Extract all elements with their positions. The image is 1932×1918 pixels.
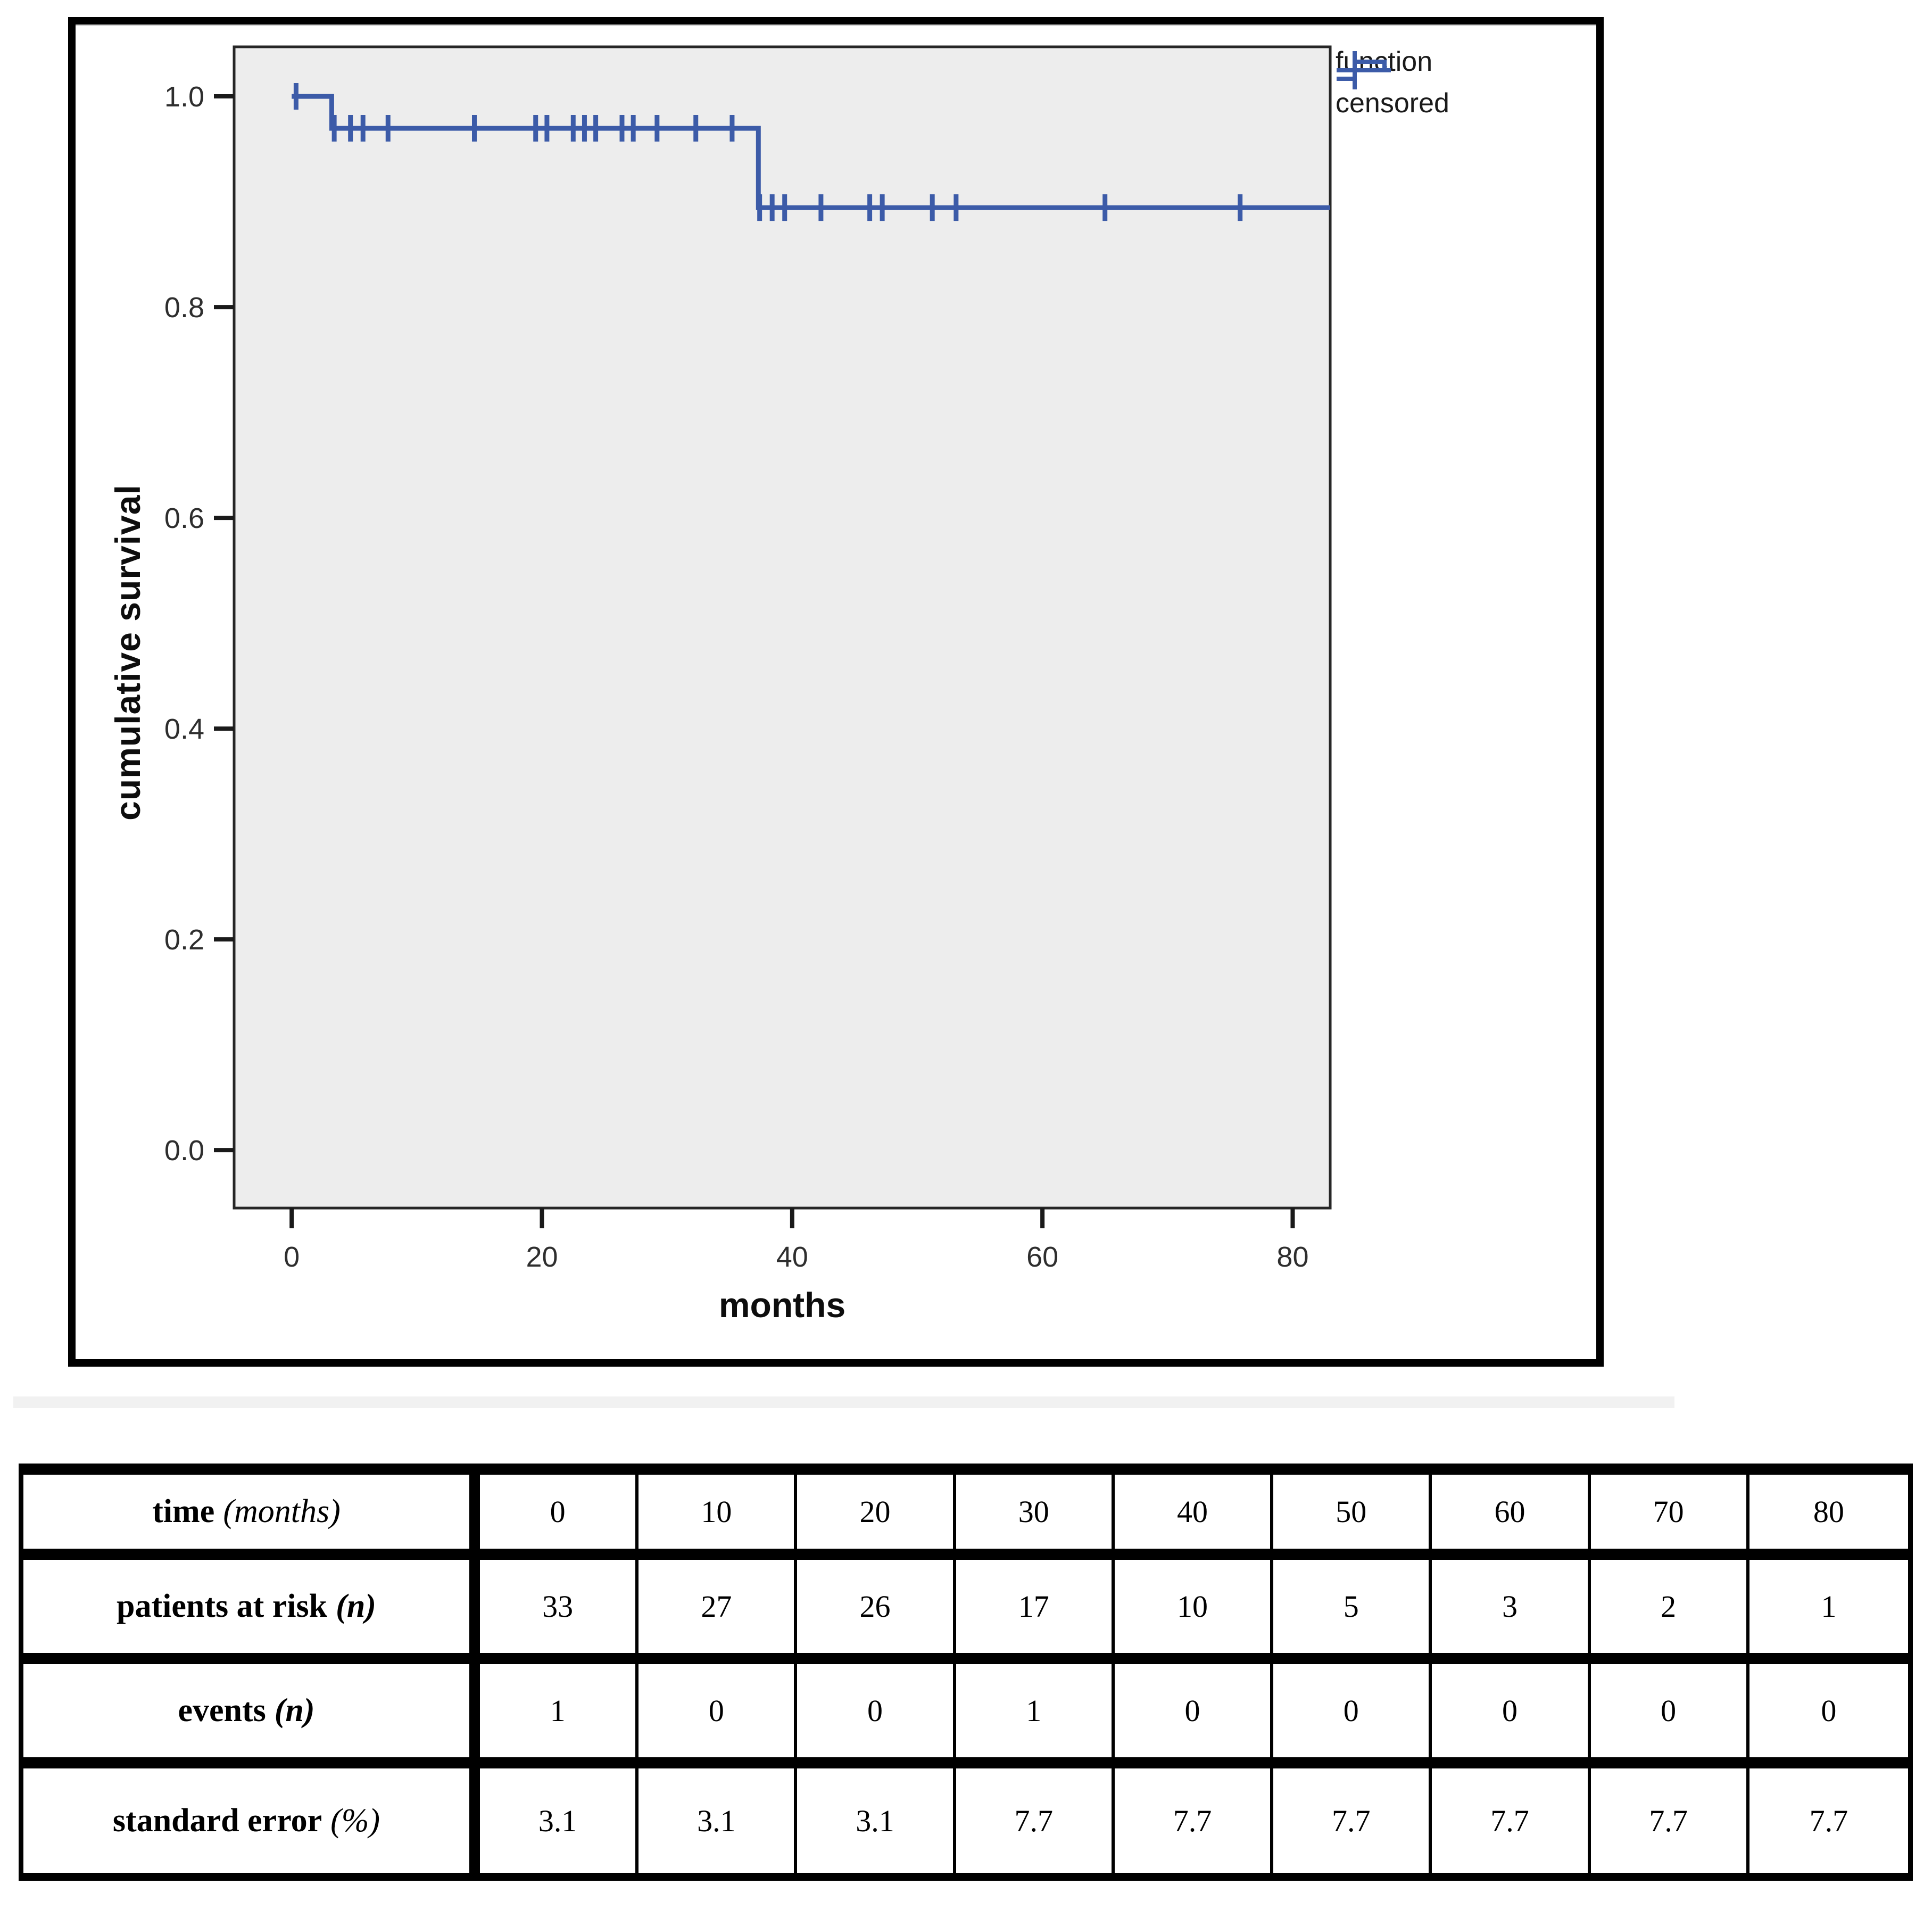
plot-area — [233, 45, 1332, 1210]
table-cell: 70 — [1590, 1475, 1749, 1560]
table-cell: 0 — [480, 1475, 639, 1560]
table-cell: 0 — [797, 1664, 956, 1768]
table-cell: 7.7 — [1590, 1768, 1749, 1873]
censored-plus-icon — [1337, 51, 1391, 89]
row-label-unit: (months) — [223, 1493, 341, 1530]
row-label: time (months) — [23, 1475, 480, 1560]
table-cell: 27 — [639, 1560, 798, 1664]
separator-band — [13, 1396, 1674, 1408]
table-cell: 50 — [1273, 1475, 1432, 1560]
table-cell: 2 — [1590, 1560, 1749, 1664]
table-cell: 5 — [1273, 1560, 1432, 1664]
y-tick-label: 0.0 — [164, 1135, 204, 1167]
table-cell: 7.7 — [1432, 1768, 1591, 1873]
table-cell: 0 — [639, 1664, 798, 1768]
km-chart-svg: 1.0 0.8 0.6 0.4 0.2 0.0 0 20 40 60 80 — [164, 45, 1332, 1273]
y-tick-label: 1.0 — [164, 81, 204, 113]
x-tick-label: 40 — [776, 1241, 808, 1273]
table-cell: 0 — [1432, 1664, 1591, 1768]
row-label-text: patients at risk — [117, 1588, 328, 1624]
table-cell: 0 — [1114, 1664, 1274, 1768]
row-label-unit: (n) — [336, 1588, 376, 1624]
row-label: patients at risk (n) — [23, 1560, 480, 1664]
table-cell: 1 — [480, 1664, 639, 1768]
table-cell: 10 — [1114, 1560, 1274, 1664]
row-label-text: events — [178, 1692, 266, 1729]
x-tick-label: 0 — [284, 1241, 300, 1273]
table-cell: 3.1 — [480, 1768, 639, 1873]
row-label-text: standard error — [112, 1802, 322, 1839]
legend-item-censored: censored — [1336, 51, 1449, 119]
table-cell: 7.7 — [1114, 1768, 1274, 1873]
table-cell: 26 — [797, 1560, 956, 1664]
table-cell: 7.7 — [1273, 1768, 1432, 1873]
table-cell: 7.7 — [956, 1768, 1115, 1873]
table-cell: 80 — [1749, 1475, 1908, 1560]
table-cell: 0 — [1590, 1664, 1749, 1768]
x-axis-label: months — [718, 1285, 846, 1325]
y-tick-label: 0.4 — [164, 713, 204, 745]
row-label-unit: (%) — [330, 1802, 380, 1839]
y-tick-label: 0.8 — [164, 292, 204, 324]
row-label: events (n) — [23, 1664, 480, 1768]
table-cell: 17 — [956, 1560, 1115, 1664]
table-cell: 60 — [1432, 1475, 1591, 1560]
table-cell: 40 — [1114, 1475, 1274, 1560]
row-label-text: time — [152, 1493, 215, 1530]
table-cell: 0 — [1273, 1664, 1432, 1768]
row-label-unit: (n) — [274, 1692, 315, 1729]
table-cell: 1 — [1749, 1560, 1908, 1664]
table-cell: 3.1 — [797, 1768, 956, 1873]
y-tick-label: 0.6 — [164, 502, 204, 534]
x-tick-label: 80 — [1276, 1241, 1308, 1273]
table-cell: 0 — [1749, 1664, 1908, 1768]
row-label: standard error (%) — [23, 1768, 480, 1873]
table-cell: 7.7 — [1749, 1768, 1908, 1873]
risk-table: time (months) 0 10 20 30 40 50 60 70 80 patients at… — [19, 1464, 1913, 1881]
y-axis-label: cumulative survival — [108, 484, 147, 821]
table-cell: 3.1 — [639, 1768, 798, 1873]
table-cell: 3 — [1432, 1560, 1591, 1664]
x-tick-label: 60 — [1026, 1241, 1058, 1273]
table-cell: 1 — [956, 1664, 1115, 1768]
table-cell: 30 — [956, 1475, 1115, 1560]
table-cell: 10 — [639, 1475, 798, 1560]
chart-legend: function censored — [1336, 48, 1449, 117]
legend-label: censored — [1336, 88, 1449, 119]
table-cell: 33 — [480, 1560, 639, 1664]
km-figure-box: 1.0 0.8 0.6 0.4 0.2 0.0 0 20 40 60 80 cumulative s… — [68, 17, 1604, 1367]
table-cell: 20 — [797, 1475, 956, 1560]
x-tick-label: 20 — [526, 1241, 558, 1273]
y-tick-label: 0.2 — [164, 924, 204, 956]
